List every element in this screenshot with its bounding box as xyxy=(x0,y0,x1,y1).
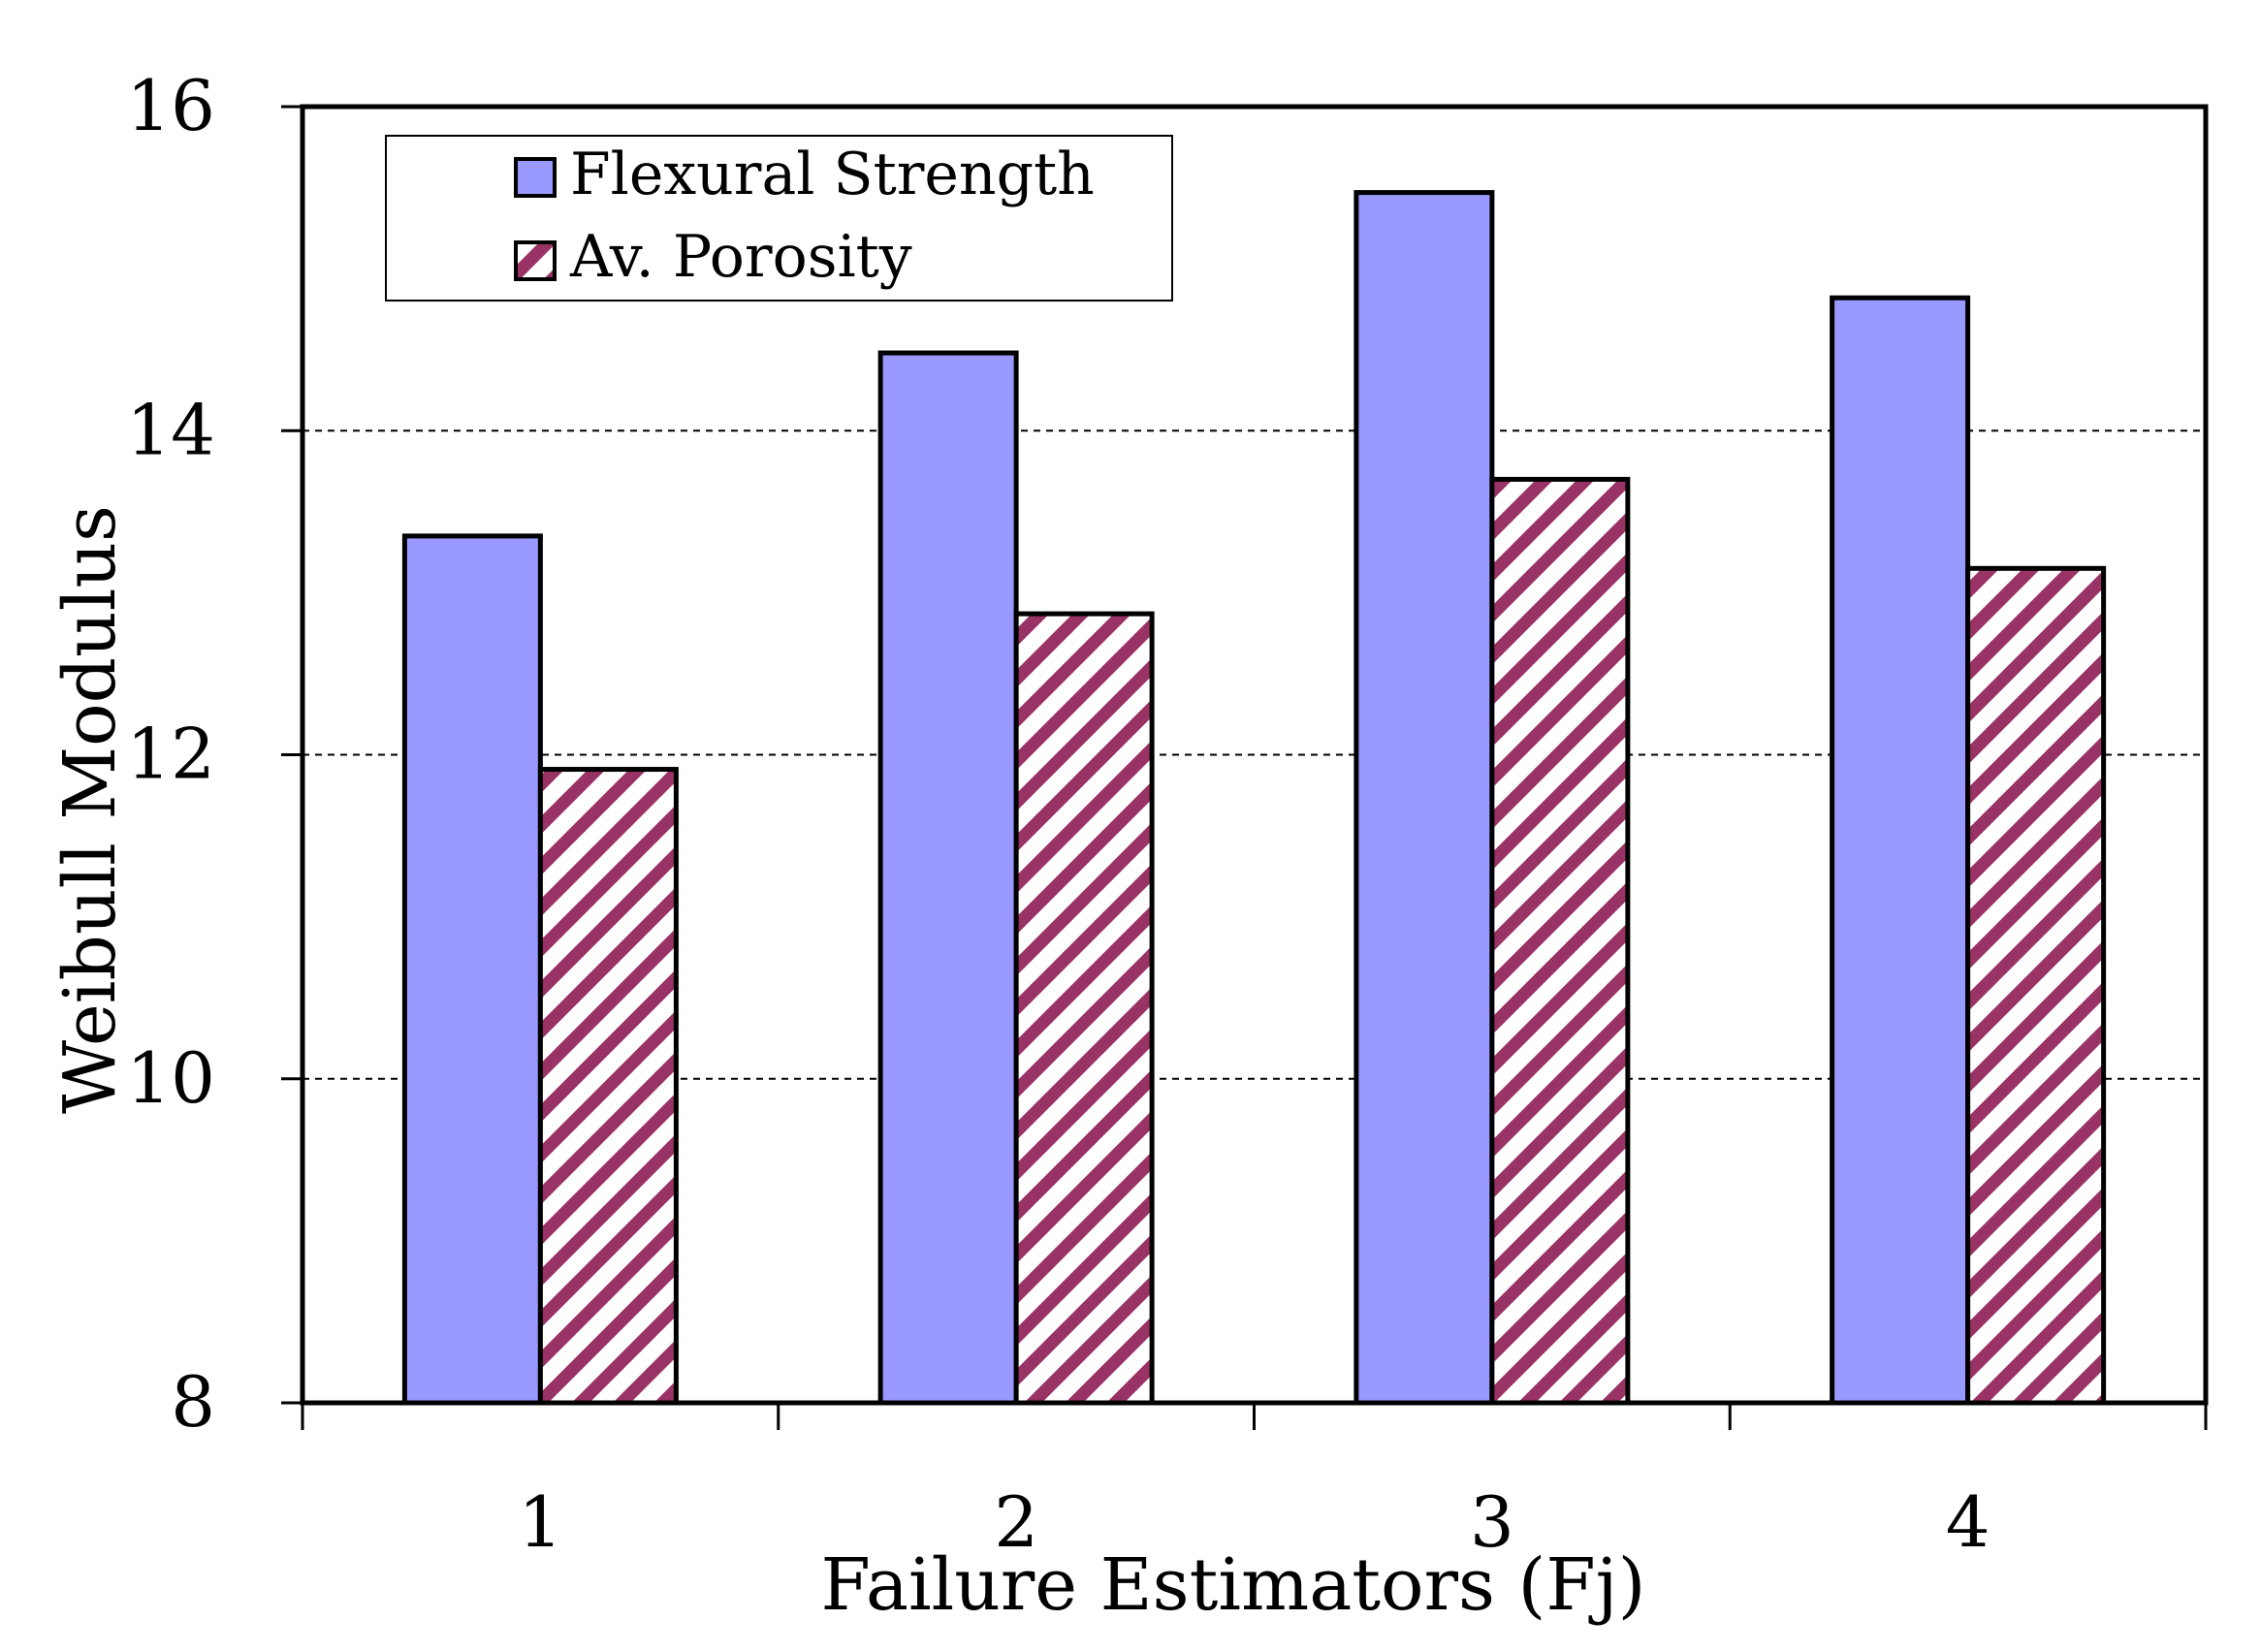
x-axis-title: Failure Estimators (Fj) xyxy=(821,1543,1646,1627)
bar-flexural-strength-2 xyxy=(877,350,1019,1406)
bars xyxy=(401,190,2107,1406)
x-tick-label: 4 xyxy=(1946,1481,1990,1563)
bar-flexural-strength-1 xyxy=(401,533,543,1406)
y-tick-label: 12 xyxy=(126,714,215,795)
y-tick-label: 16 xyxy=(126,65,215,146)
legend-label-av-porosity: Av. Porosity xyxy=(569,223,912,291)
y-tick-label: 10 xyxy=(126,1037,215,1119)
y-tick-label: 8 xyxy=(171,1361,215,1443)
bar-flexural-strength-3 xyxy=(1353,190,1495,1406)
y-tick-label: 14 xyxy=(126,389,215,470)
legend-label-flexural-strength: Flexural Strength xyxy=(570,141,1095,208)
legend-swatch-flexural-strength xyxy=(514,157,557,198)
y-axis-tick-labels: 8 10 12 14 16 xyxy=(126,65,215,1443)
bar-flexural-strength-4 xyxy=(1830,295,1971,1406)
axis-ticks xyxy=(281,105,2208,1430)
x-axis-tick-labels: 1 2 3 4 xyxy=(518,1481,1990,1563)
bar-av-porosity-4 xyxy=(1965,565,2107,1406)
bar-av-porosity-3 xyxy=(1489,476,1631,1406)
bar-av-porosity-1 xyxy=(537,767,679,1406)
x-tick-label: 2 xyxy=(994,1481,1038,1563)
bar-av-porosity-2 xyxy=(1013,611,1155,1406)
y-axis-title: Weibull Modulus xyxy=(48,505,132,1114)
x-tick-label: 3 xyxy=(1470,1481,1514,1563)
legend-swatch-av-porosity xyxy=(514,240,557,281)
x-tick-label: 1 xyxy=(518,1481,562,1563)
legend: Flexural Strength Av. Porosity xyxy=(385,135,1173,302)
